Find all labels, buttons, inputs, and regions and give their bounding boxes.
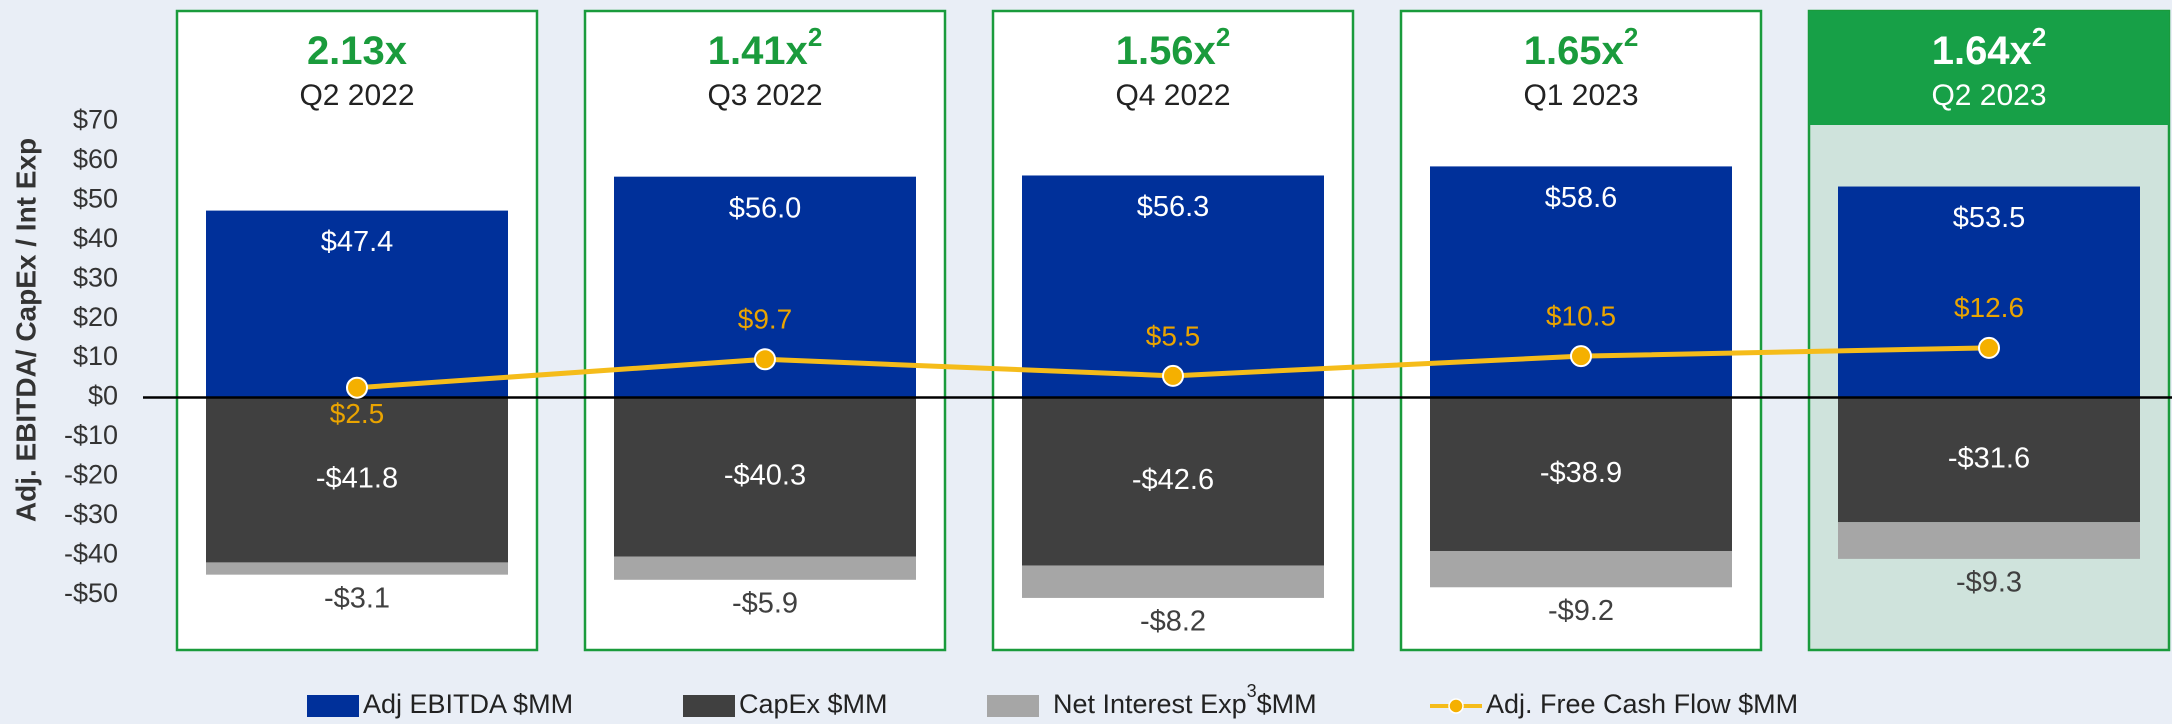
line-value-label: $5.5 xyxy=(1146,320,1201,351)
legend-name-end: $MM xyxy=(1257,689,1317,719)
ratio-footnote: 2 xyxy=(2032,22,2046,52)
value-label: $47.4 xyxy=(321,226,394,258)
ratio-footnote: 2 xyxy=(808,22,822,52)
legend-label: Adj EBITDA $MM xyxy=(363,689,573,719)
value-label: -$5.9 xyxy=(732,587,798,619)
x-tick-label: Q3 2022 xyxy=(707,79,822,112)
y-tick-label: $30 xyxy=(73,262,118,292)
bar xyxy=(1022,175,1324,398)
legend-swatch xyxy=(683,695,735,717)
ratio-label: 1.56x2 xyxy=(1116,22,1231,73)
ratio-value: 1.65x xyxy=(1524,29,1624,73)
bar xyxy=(1022,397,1324,566)
value-label: -$8.2 xyxy=(1140,606,1206,638)
y-tick-label: -$50 xyxy=(64,578,118,608)
legend-swatch xyxy=(987,695,1039,717)
value-label: -$40.3 xyxy=(724,460,806,492)
legend-name: CapEx $MM xyxy=(739,689,888,719)
value-label: -$38.9 xyxy=(1540,457,1622,489)
legend-name: Net Interest Exp xyxy=(1053,689,1247,719)
bar xyxy=(614,397,916,557)
legend-label: Adj. Free Cash Flow $MM xyxy=(1486,689,1798,719)
y-tick-label: $60 xyxy=(73,144,118,174)
bar xyxy=(206,562,508,575)
line-value-label: $10.5 xyxy=(1546,301,1616,332)
value-label: -$9.3 xyxy=(1956,567,2022,599)
y-tick-label: $0 xyxy=(88,381,118,411)
legend-swatch xyxy=(307,695,359,717)
legend-label: Net Interest Exp3$MM xyxy=(1053,681,1317,719)
y-tick-label: $10 xyxy=(73,341,118,371)
bar xyxy=(1430,397,1732,551)
value-label: -$41.8 xyxy=(316,463,398,495)
bar xyxy=(1838,522,2140,559)
bar xyxy=(1430,550,1732,588)
x-tick-label: Q1 2023 xyxy=(1523,79,1638,112)
line-marker xyxy=(1978,336,2000,359)
ratio-label: 1.41x2 xyxy=(708,22,823,73)
ratio-value: 1.64x xyxy=(1932,29,2032,73)
ratio-footnote: 2 xyxy=(1216,22,1230,52)
value-label: -$42.6 xyxy=(1132,464,1214,496)
y-tick-label: -$20 xyxy=(64,460,118,490)
legend-name: Adj EBITDA $MM xyxy=(363,689,573,719)
bar xyxy=(1022,565,1324,598)
ratio-value: 1.41x xyxy=(708,29,808,73)
value-label: $58.6 xyxy=(1545,182,1618,214)
y-axis-label: Adj. EBITDA/ CapEx / Int Exp xyxy=(10,138,41,522)
value-label: -$3.1 xyxy=(324,582,390,614)
value-label: -$31.6 xyxy=(1948,443,2030,475)
line-marker xyxy=(1162,364,1184,387)
value-label: -$9.2 xyxy=(1548,595,1614,627)
bar xyxy=(1838,186,2140,398)
x-tick-label: Q2 2022 xyxy=(299,79,414,112)
line-marker xyxy=(346,376,368,399)
ratio-footnote: 2 xyxy=(1624,22,1638,52)
bar xyxy=(206,210,508,398)
ratio-value: 1.56x xyxy=(1116,29,1216,73)
x-tick-label: Q2 2023 xyxy=(1931,79,2046,112)
line-value-label: $12.6 xyxy=(1954,292,2024,323)
legend-footnote: 3 xyxy=(1247,681,1257,701)
y-tick-label: $20 xyxy=(73,302,118,332)
ratio-label: 1.65x2 xyxy=(1524,22,1639,73)
legend-label: CapEx $MM xyxy=(739,689,888,719)
y-tick-label: $70 xyxy=(73,105,118,135)
y-tick-label: -$30 xyxy=(64,499,118,529)
ratio-label: 2.13x xyxy=(307,29,407,73)
ratio-value: 2.13x xyxy=(307,29,407,73)
legend-name: Adj. Free Cash Flow $MM xyxy=(1486,689,1798,719)
value-label: $56.0 xyxy=(729,192,802,224)
ratio-label: 1.64x2 xyxy=(1932,22,2047,73)
line-value-label: $2.5 xyxy=(330,398,385,429)
value-label: $56.3 xyxy=(1137,191,1210,223)
highlight-header xyxy=(1809,11,2169,125)
y-tick-label: -$40 xyxy=(64,538,118,568)
x-tick-label: Q4 2022 xyxy=(1115,79,1230,112)
value-label: $53.5 xyxy=(1953,202,2026,234)
y-tick-label: -$10 xyxy=(64,420,118,450)
y-tick-label: $40 xyxy=(73,223,118,253)
line-value-label: $9.7 xyxy=(738,304,793,335)
line-marker xyxy=(754,348,776,371)
line-marker xyxy=(1570,345,1592,368)
bar xyxy=(1838,397,2140,523)
legend-marker xyxy=(1448,698,1464,714)
bar xyxy=(614,556,916,580)
bar xyxy=(206,397,508,563)
y-tick-label: $50 xyxy=(73,183,118,213)
